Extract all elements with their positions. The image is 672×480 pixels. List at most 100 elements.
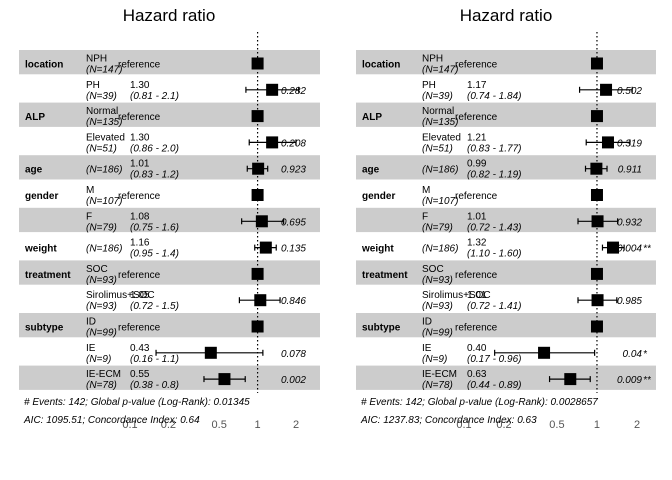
hr-point <box>255 215 268 228</box>
x-tick-label: 0.1 <box>122 419 137 431</box>
row-band <box>356 260 656 285</box>
hr-point <box>607 241 620 254</box>
ci-label: (0.72 - 1.43) <box>467 222 521 233</box>
hr-point <box>590 162 603 175</box>
hr-point <box>251 320 264 333</box>
ci-label: (0.17 - 0.96) <box>467 354 521 365</box>
n-label: (N=186) <box>422 244 458 255</box>
row-band <box>19 339 320 364</box>
level-label: NPH <box>86 54 107 65</box>
row-band <box>356 181 656 206</box>
variable-label: gender <box>362 191 395 202</box>
hr-point <box>564 373 577 386</box>
reference-text: reference <box>118 191 161 202</box>
level-label: IE-ECM <box>86 369 121 380</box>
x-tick-label: 1 <box>255 419 261 431</box>
level-label: SOC <box>422 264 444 275</box>
n-label: (N=107) <box>422 196 458 207</box>
row-band <box>356 102 656 127</box>
estimate-label: 1.01 <box>467 290 487 301</box>
variable-label: treatment <box>25 270 71 281</box>
n-label: (N=39) <box>86 91 117 102</box>
chart-title: Hazard ratio <box>123 6 216 25</box>
reference-text: reference <box>118 112 161 123</box>
n-label: (N=99) <box>422 328 453 339</box>
n-label: (N=186) <box>86 165 122 176</box>
estimate-label: 1.01 <box>130 159 150 170</box>
p-value: 0.846 <box>281 296 306 307</box>
row-band <box>19 155 320 180</box>
row-band <box>19 102 320 127</box>
level-label: IE <box>86 343 96 354</box>
row-band <box>19 313 320 338</box>
variable-label: treatment <box>362 270 408 281</box>
row-band <box>356 339 656 364</box>
n-label: (N=107) <box>86 196 122 207</box>
reference-text: reference <box>455 323 498 334</box>
footer-events: # Events: 142; Global p-value (Log-Rank)… <box>361 397 598 408</box>
n-label: (N=93) <box>86 301 117 312</box>
level-label: Sirolimus+SOC <box>422 290 491 301</box>
n-label: (N=186) <box>422 165 458 176</box>
hr-point <box>254 294 267 307</box>
p-stars: ** <box>643 375 652 386</box>
estimate-label: 0.43 <box>130 343 150 354</box>
hr-point <box>591 215 604 228</box>
variable-label: location <box>362 60 400 71</box>
ci-label: (0.72 - 1.5) <box>130 301 179 312</box>
forest-panel-1: Hazard ratiolocationNPH(N=147)referenceP… <box>19 6 320 431</box>
variable-label: age <box>25 165 43 176</box>
n-label: (N=9) <box>86 354 111 365</box>
p-value: 0.923 <box>281 165 306 176</box>
n-label: (N=79) <box>86 222 117 233</box>
footer-events: # Events: 142; Global p-value (Log-Rank)… <box>24 397 250 408</box>
footer-aic: AIC: 1095.51; Concordance Index: 0.64 <box>23 415 200 426</box>
row-band <box>19 260 320 285</box>
variable-label: age <box>362 165 380 176</box>
n-label: (N=99) <box>86 328 117 339</box>
variable-label: weight <box>361 244 394 255</box>
p-value: 0.208 <box>281 138 306 149</box>
x-tick-label: 2 <box>293 419 299 431</box>
n-label: (N=93) <box>422 275 453 286</box>
hr-point <box>266 136 279 149</box>
estimate-label: 1.16 <box>130 238 150 249</box>
n-label: (N=93) <box>86 275 117 286</box>
ci-label: (0.83 - 1.2) <box>130 170 179 181</box>
n-label: (N=186) <box>86 244 122 255</box>
level-label: Elevated <box>86 132 125 143</box>
n-label: (N=51) <box>422 143 453 154</box>
level-label: PH <box>86 80 100 91</box>
ci-label: (0.86 - 2.0) <box>130 143 179 154</box>
p-value: 0.932 <box>617 217 642 228</box>
row-band <box>356 286 656 311</box>
hr-point <box>590 267 603 280</box>
hr-point <box>590 189 603 201</box>
variable-label: ALP <box>362 112 382 123</box>
variable-label: subtype <box>25 323 64 334</box>
n-label: (N=135) <box>422 117 458 128</box>
x-tick-label: 0.1 <box>456 419 471 431</box>
reference-text: reference <box>455 270 498 281</box>
reference-text: reference <box>118 323 161 334</box>
x-tick-label: 0.2 <box>496 419 511 431</box>
ci-label: (0.74 - 1.84) <box>467 91 521 102</box>
hr-point <box>218 373 231 386</box>
p-value: 0.009 <box>617 375 642 386</box>
n-label: (N=39) <box>422 91 453 102</box>
footer-aic: AIC: 1237.83; Concordance Index: 0.63 <box>360 415 537 426</box>
hr-point <box>251 110 264 123</box>
p-value: 0.282 <box>281 86 306 97</box>
level-label: IE-ECM <box>422 369 457 380</box>
hr-point <box>252 162 265 175</box>
reference-text: reference <box>455 60 498 71</box>
forest-panel-2: Hazard ratiolocationNPH(N=147)referenceP… <box>356 6 656 431</box>
row-band <box>356 207 656 233</box>
n-label: (N=147) <box>86 65 122 76</box>
p-value: 0.502 <box>617 86 642 97</box>
hr-point <box>204 346 217 359</box>
ci-label: (1.10 - 1.60) <box>467 249 521 260</box>
level-label: IE <box>422 343 432 354</box>
n-label: (N=9) <box>422 354 447 365</box>
variable-label: weight <box>24 244 57 255</box>
